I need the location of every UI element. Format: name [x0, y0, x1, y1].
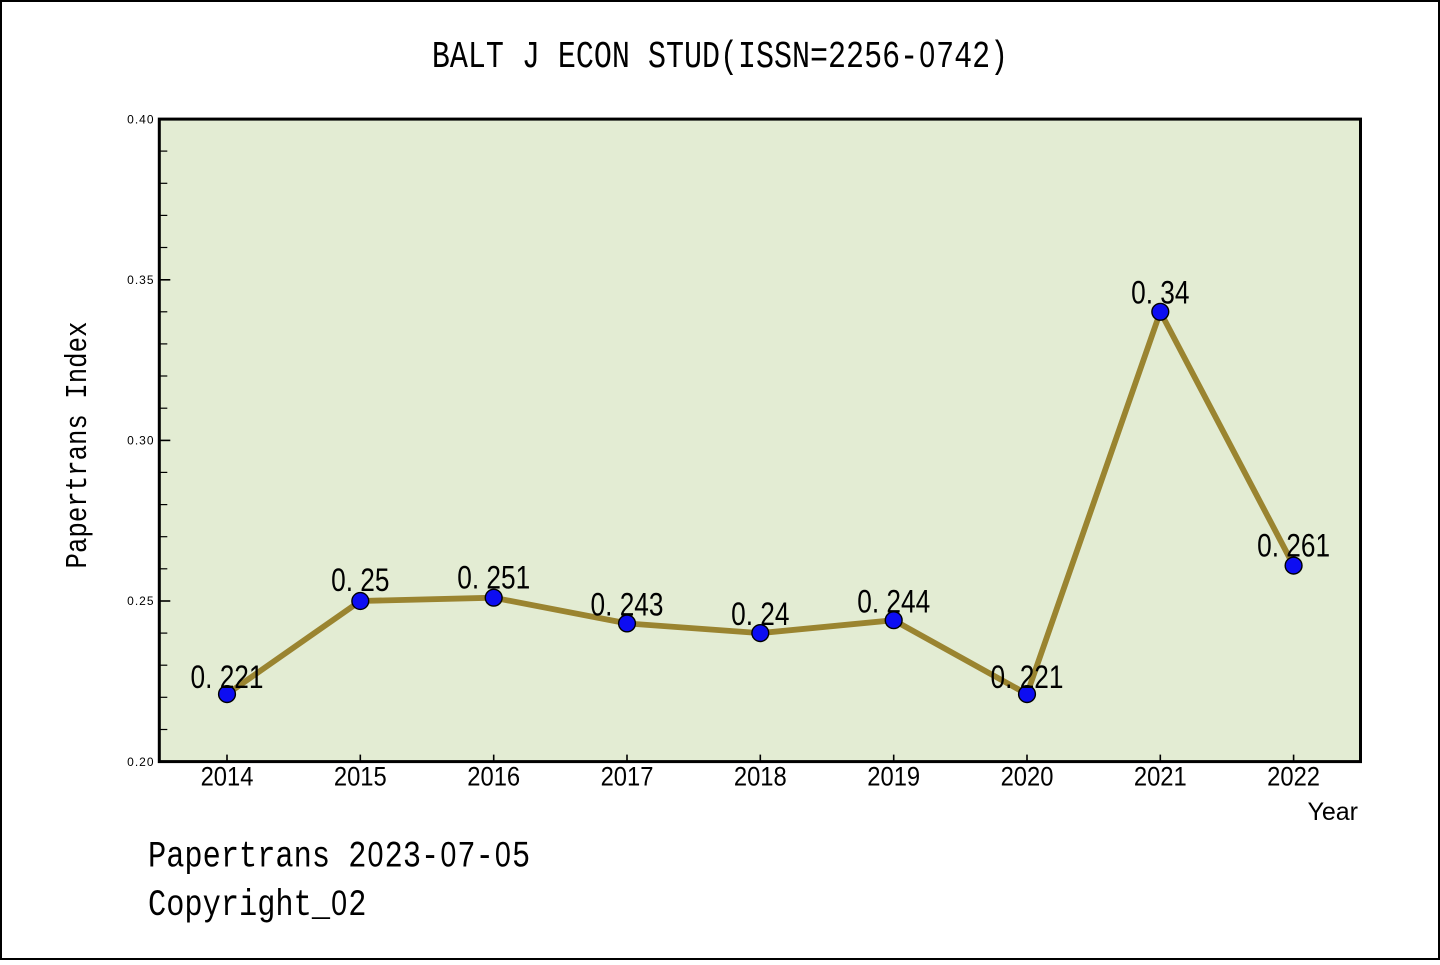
svg-text:2019: 2019 — [867, 762, 920, 792]
svg-text:0.20: 0.20 — [127, 755, 154, 769]
svg-text:0.40: 0.40 — [127, 112, 154, 126]
svg-text:Papertrans 2023-07-05: Papertrans 2023-07-05 — [148, 835, 530, 879]
svg-text:Copyright_02: Copyright_02 — [148, 883, 366, 927]
svg-text:2015: 2015 — [334, 762, 387, 792]
svg-text:2017: 2017 — [601, 762, 654, 792]
svg-text:Papertrans Index: Papertrans Index — [60, 322, 96, 569]
svg-text:0. 221: 0. 221 — [191, 661, 264, 696]
svg-text:0. 251: 0. 251 — [457, 561, 530, 596]
svg-text:0. 261: 0. 261 — [1257, 529, 1330, 564]
svg-text:0. 243: 0. 243 — [591, 588, 664, 623]
svg-text:0.35: 0.35 — [127, 273, 154, 287]
svg-text:0.25: 0.25 — [127, 594, 154, 608]
svg-text:0. 24: 0. 24 — [731, 598, 789, 633]
svg-text:0. 244: 0. 244 — [857, 585, 930, 620]
svg-text:0. 25: 0. 25 — [331, 564, 389, 599]
svg-text:0. 34: 0. 34 — [1131, 276, 1189, 311]
svg-text:2014: 2014 — [201, 762, 254, 792]
svg-text:0. 221: 0. 221 — [991, 661, 1064, 696]
svg-text:2021: 2021 — [1134, 762, 1187, 792]
svg-text:2022: 2022 — [1267, 762, 1320, 792]
svg-text:2020: 2020 — [1001, 762, 1054, 792]
svg-text:2018: 2018 — [734, 762, 787, 792]
svg-text:2016: 2016 — [467, 762, 520, 792]
svg-text:Year: Year — [1307, 798, 1358, 826]
svg-text:0.30: 0.30 — [127, 434, 154, 448]
svg-text:BALT J ECON STUD(ISSN=2256-074: BALT J ECON STUD(ISSN=2256-0742) — [432, 35, 1008, 79]
